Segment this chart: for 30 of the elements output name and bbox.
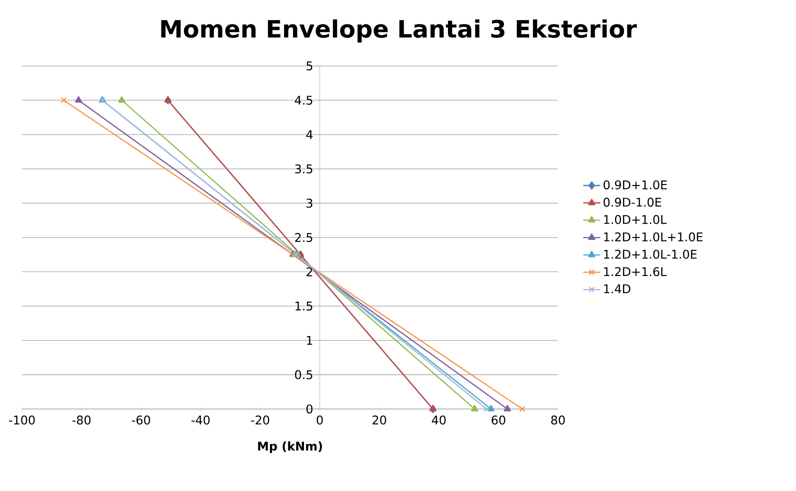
y-tick-label: 1.5 — [296, 302, 312, 311]
legend-label: 1.2D+1.0L+1.0E — [604, 232, 703, 242]
legend-label: 1.2D+1.0L-1.0E — [604, 250, 697, 259]
y-tick-label: 4.5 — [294, 96, 312, 105]
y-tick-label: 3 — [306, 198, 312, 208]
legend-label: 1.4D — [604, 284, 630, 294]
legend-label: 1.2D+1.6L — [604, 267, 667, 276]
x-tick-label: 20 — [372, 416, 386, 425]
y-tick-label: 3.5 — [295, 164, 312, 174]
y-tick-label: 4 — [306, 130, 313, 139]
x-tick-label: 60 — [492, 416, 506, 425]
y-tick-label: 5 — [306, 62, 312, 70]
x-tick-label: 80 — [551, 416, 565, 425]
x-tick-label: 40 — [432, 416, 446, 425]
legend-label: 1.0D+1.0L — [604, 215, 667, 224]
chart-title: Momen Envelope Lantai 3 Eksterior — [161, 19, 637, 42]
x-tick-label: -80 — [72, 416, 91, 425]
x-tick-label: -60 — [132, 416, 150, 425]
x-tick-label: -40 — [191, 416, 210, 425]
y-tick-label: 0.5 — [295, 370, 312, 380]
y-tick-label: 1 — [306, 336, 312, 345]
x-tick-label: -20 — [251, 416, 270, 425]
y-tick-label: 2.5 — [295, 232, 312, 242]
y-tick-label: 0 — [306, 404, 312, 414]
legend-label: 0.9D+1.0E — [604, 180, 667, 190]
x-tick-label: -100 — [9, 416, 35, 425]
y-tick-label: 2 — [306, 267, 312, 276]
x-tick-label: 0 — [316, 416, 323, 425]
legend-label: 0.9D-1.0E — [604, 198, 662, 207]
x-axis-title: Mp (kNm) — [258, 441, 322, 453]
